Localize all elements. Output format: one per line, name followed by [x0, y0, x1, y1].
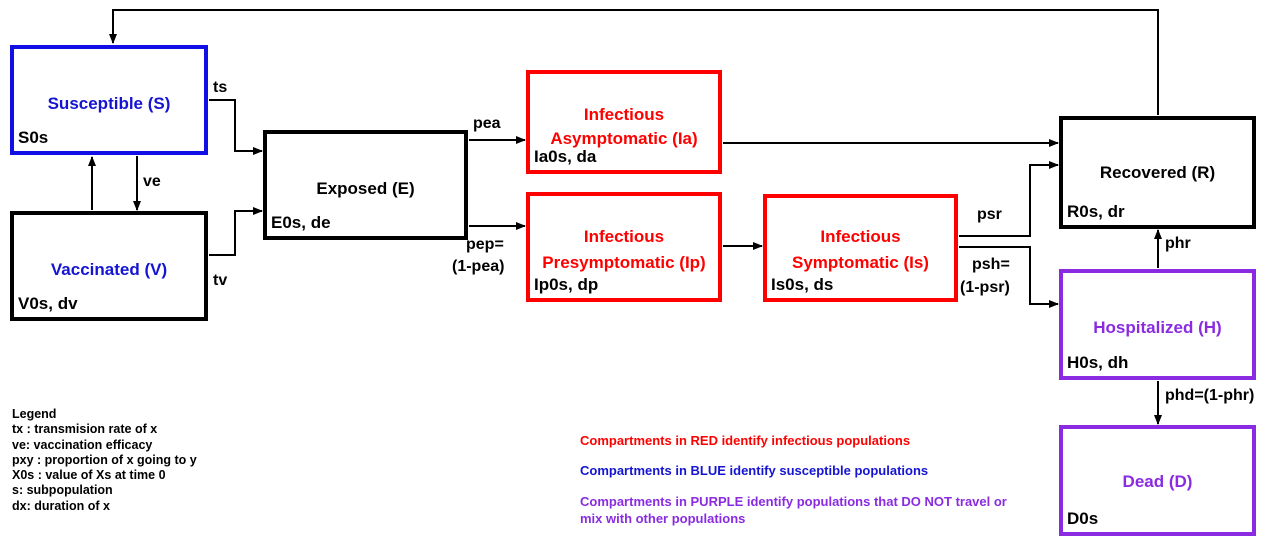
edge-label-psr: psr	[977, 206, 1002, 223]
edge-label-phr: phr	[1165, 235, 1191, 252]
edge-label-ts: ts	[213, 79, 228, 96]
legend-item: X0s : value of Xs at time 0	[12, 468, 166, 483]
compartment-params: Ip0s, dp	[534, 275, 599, 294]
legend-item: tx : transmision rate of x	[12, 422, 158, 437]
compartment-title-line1: Infectious	[583, 105, 665, 124]
arrow-susceptible-to-exposed	[209, 99, 263, 155]
compartment-susceptible: Susceptible (S) S0s	[10, 45, 208, 155]
edge-label-pep-line2: (1-pea)	[452, 258, 505, 275]
edge-label-tv: tv	[213, 272, 228, 289]
compartment-params: Is0s, ds	[771, 275, 834, 294]
legend-item: pxy : proportion of x going to y	[12, 452, 197, 467]
compartment-infectious-symptomatic: Infectious Symptomatic (Is) Is0s, ds	[763, 194, 958, 302]
compartment-hospitalized: Hospitalized (H) H0s, dh	[1059, 269, 1256, 380]
compartment-title-line1: Infectious	[820, 227, 901, 246]
legend: Legend tx : transmision rate of x ve: va…	[12, 407, 197, 514]
compartment-params: H0s, dh	[1067, 353, 1129, 372]
compartment-vaccinated: Vaccinated (V) V0s, dv	[10, 211, 208, 321]
compartment-infectious-asymptomatic: Infectious Asymptomatic (Ia) Ia0s, da	[526, 70, 722, 174]
note-purple-compartments: Compartments in PURPLE identify populati…	[580, 494, 1007, 526]
compartment-params: E0s, de	[271, 213, 331, 232]
compartment-title-line2: Presymptomatic (Ip)	[542, 253, 706, 272]
compartment-recovered: Recovered (R) R0s, dr	[1059, 116, 1256, 229]
compartment-params: Ia0s, da	[534, 147, 597, 166]
compartment-params: R0s, dr	[1067, 202, 1125, 221]
edge-label-pea: pea	[473, 115, 501, 132]
compartment-title-line1: Infectious	[583, 227, 665, 246]
compartment-title: Exposed (E)	[316, 179, 415, 198]
compartment-title: Susceptible (S)	[47, 94, 171, 113]
compartment-title-line2: Asymptomatic (Ia)	[550, 129, 698, 148]
arrow-recovered-to-susceptible	[109, 9, 1159, 115]
edge-label-pep-line1: pep=	[466, 236, 504, 253]
legend-item: s: subpopulation	[12, 483, 113, 498]
compartment-params: D0s	[1067, 509, 1099, 528]
note-blue-compartments: Compartments in BLUE identify susceptibl…	[580, 463, 929, 478]
compartment-title: Hospitalized (H)	[1093, 318, 1222, 337]
compartment-title: Vaccinated (V)	[50, 260, 168, 279]
compartment-params: V0s, dv	[18, 294, 78, 313]
edge-label-ve: ve	[143, 173, 161, 190]
legend-title: Legend	[12, 407, 57, 421]
note-red-compartments: Compartments in RED identify infectious …	[580, 433, 911, 448]
compartment-infectious-presymptomatic: Infectious Presymptomatic (Ip) Ip0s, dp	[526, 192, 722, 302]
legend-item: dx: duration of x	[12, 498, 110, 513]
edge-label-psh-line1: psh=	[972, 256, 1010, 273]
compartment-params: S0s	[18, 128, 49, 147]
legend-item: ve: vaccination efficacy	[12, 437, 153, 452]
compartment-title: Dead (D)	[1122, 472, 1193, 491]
arrow-symptomatic-to-recovered	[959, 161, 1059, 237]
edge-label-psh-line2: (1-psr)	[960, 279, 1010, 296]
compartment-title-line2: Symptomatic (Is)	[792, 253, 929, 272]
arrow-vaccinated-to-exposed	[209, 207, 263, 256]
edge-label-phd: phd=(1-phr)	[1165, 387, 1255, 404]
compartment-title: Recovered (R)	[1099, 163, 1216, 182]
arrow-symptomatic-to-hospitalized	[959, 246, 1059, 308]
compartment-dead: Dead (D) D0s	[1059, 425, 1256, 536]
compartment-exposed: Exposed (E) E0s, de	[263, 130, 468, 240]
